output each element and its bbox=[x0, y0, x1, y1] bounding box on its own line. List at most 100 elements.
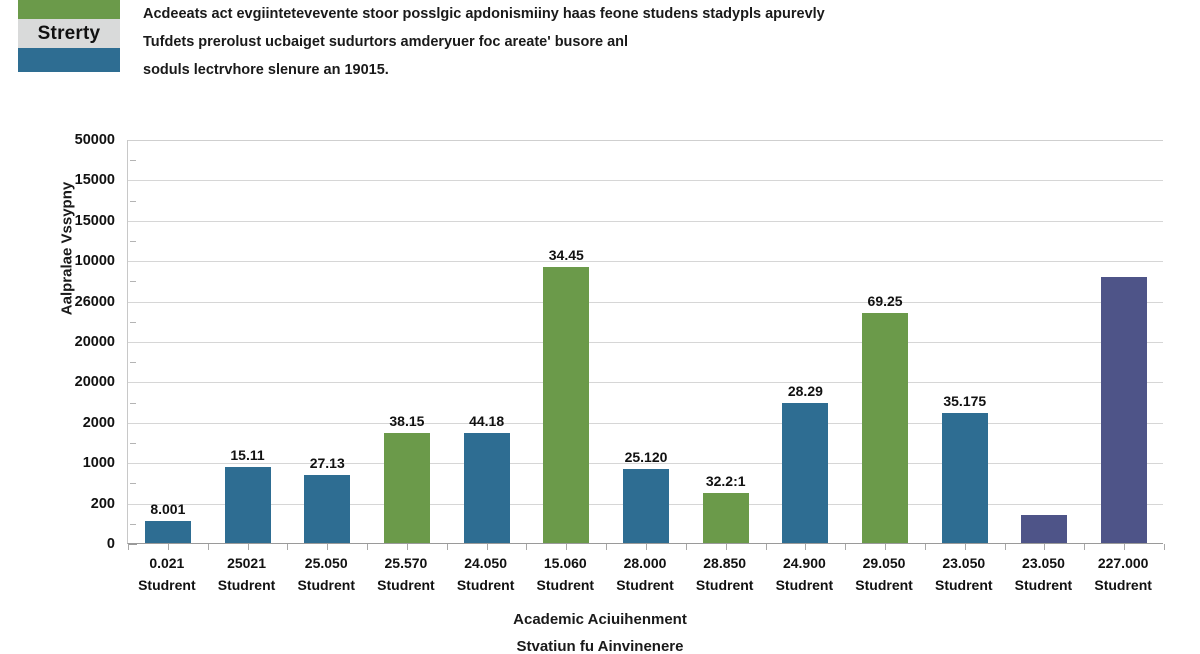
x-axis-tick-label-value: 28.850 bbox=[703, 555, 747, 571]
gridline bbox=[128, 463, 1163, 465]
y-axis-tick-label: 50000 bbox=[74, 132, 115, 148]
x-axis-tick-label-unit: Studrent bbox=[934, 577, 993, 593]
y-axis-tick-label: 10000 bbox=[74, 253, 115, 270]
x-axis-tick-labels: 0.021 Studrent 25021 Studrent 25.050 Studrent… bbox=[127, 552, 1163, 604]
x-axis-tick-mark bbox=[1004, 544, 1006, 550]
gridline bbox=[128, 180, 1163, 182]
y-axis-tick-label: 26000 bbox=[74, 293, 115, 310]
bar-value-label: 44.18 bbox=[469, 413, 505, 429]
bar[interactable] bbox=[702, 493, 749, 543]
y-axis-minor-tick-mark bbox=[130, 402, 136, 404]
y-axis-tick-label: 2000 bbox=[82, 414, 115, 431]
x-axis-tick-mark bbox=[207, 544, 209, 550]
x-axis-tick-label-value: 24.050 bbox=[464, 555, 508, 571]
bar[interactable] bbox=[782, 403, 829, 543]
legend-label-text: Strerty bbox=[37, 22, 101, 44]
x-axis-tick-mark bbox=[327, 544, 329, 550]
gridline bbox=[128, 422, 1163, 424]
x-axis-tick-label-value: 29.050 bbox=[862, 555, 906, 571]
x-axis-tick-label: 0.021 Studrent bbox=[138, 552, 196, 596]
legend-color-key: Strerty bbox=[18, 0, 120, 72]
x-axis-tick-label-unit: Studrent bbox=[695, 577, 754, 593]
x-axis-tick-label-unit: Studrent bbox=[616, 577, 674, 593]
x-axis-tick-label-value: 0.021 bbox=[149, 555, 185, 571]
y-axis-tick-label: 0 bbox=[106, 536, 115, 552]
y-axis-minor-tick-mark bbox=[130, 483, 136, 485]
bar-value-label: 34.45 bbox=[548, 247, 584, 263]
x-axis-tick-label-unit: Studrent bbox=[775, 577, 834, 593]
x-axis-tick-label: 25021 Studrent bbox=[218, 552, 276, 596]
x-axis-tick-label-value: 24.900 bbox=[782, 555, 826, 571]
header-line-3: soduls lectrvhore slenure an 19015. bbox=[143, 62, 389, 78]
legend-band-green bbox=[18, 0, 120, 19]
bar-value-label: 38.15 bbox=[389, 413, 425, 429]
x-axis-tick-label: 28.000 Studrent bbox=[616, 552, 674, 596]
y-axis-minor-tick-mark bbox=[130, 443, 136, 444]
y-axis-tick-label: 15000 bbox=[74, 172, 115, 189]
x-axis-tick-mark bbox=[367, 544, 369, 550]
y-axis-tick-label: 20000 bbox=[74, 374, 115, 391]
x-axis-tick-mark bbox=[287, 544, 289, 550]
x-axis-title-line-2: Stvatiun fu Ainvinenere bbox=[516, 638, 684, 654]
bar-value-label: 28.29 bbox=[787, 383, 823, 399]
y-axis-minor-tick-mark bbox=[130, 362, 136, 364]
x-axis-tick-mark bbox=[765, 544, 767, 550]
bar[interactable] bbox=[224, 467, 271, 543]
bar[interactable] bbox=[383, 433, 430, 543]
x-axis-title-line-1: Academic Aciuihenment bbox=[513, 611, 687, 628]
x-axis-tick-mark bbox=[1164, 544, 1165, 550]
x-axis-tick-label-value: 23.050 bbox=[1022, 555, 1065, 571]
gridline bbox=[128, 342, 1163, 343]
bar[interactable] bbox=[623, 469, 669, 543]
x-axis-tick-label-unit: Studrent bbox=[536, 577, 595, 593]
y-axis-tick-mark bbox=[128, 544, 137, 545]
y-axis-tick-label: 1000 bbox=[82, 455, 115, 472]
legend-band-label: Strerty bbox=[18, 19, 120, 48]
x-axis-tick-mark bbox=[526, 544, 528, 550]
x-axis-tick-label: 29.050 Studrent bbox=[855, 552, 913, 596]
x-axis-tick-mark bbox=[446, 544, 448, 550]
header-description: Acdeeats act evgiintetevevente stoor pos… bbox=[143, 0, 1183, 84]
legend-band-blue bbox=[18, 48, 120, 72]
y-axis-minor-tick-mark bbox=[130, 200, 136, 202]
x-axis-tick-label-unit: Studrent bbox=[138, 577, 196, 593]
bar[interactable] bbox=[304, 475, 351, 543]
x-axis-tick-label-unit: Studrent bbox=[217, 577, 276, 593]
x-axis-tick-label-value: 15.060 bbox=[543, 555, 587, 571]
x-axis-tick-mark bbox=[885, 544, 887, 550]
gridline bbox=[128, 301, 1163, 303]
y-axis-minor-tick-mark bbox=[130, 160, 136, 162]
bar[interactable] bbox=[862, 313, 909, 543]
gridline bbox=[128, 140, 1163, 141]
gridline bbox=[128, 382, 1163, 384]
bar[interactable] bbox=[463, 433, 510, 543]
x-axis-tick-label-unit: Studrent bbox=[456, 577, 515, 593]
header-line-2: Tufdets prerolust ucbaiget sudurtors amd… bbox=[143, 34, 629, 50]
x-axis-tick-label-value: 25.050 bbox=[304, 555, 348, 571]
x-axis-tick-mark bbox=[1124, 544, 1126, 550]
x-axis-tick-mark bbox=[406, 544, 408, 550]
y-axis-tick-label: 15000 bbox=[74, 212, 115, 229]
x-axis-tick-mark bbox=[725, 544, 727, 550]
x-axis-title: Academic Aciuihenment Stvatiun fu Ainvin… bbox=[0, 606, 1200, 654]
y-axis-tick-label: 200 bbox=[90, 495, 115, 512]
plot-area: 8.001 15.11 27.13 38.15 44.18 34.45 25.120 32.2… bbox=[127, 140, 1165, 550]
x-axis-tick-mark bbox=[685, 544, 687, 550]
bar[interactable] bbox=[543, 267, 590, 543]
gridline bbox=[128, 220, 1163, 222]
x-axis-tick-label: 15.060 Studrent bbox=[537, 552, 595, 596]
bar-value-label: 32.2:1 bbox=[705, 473, 746, 489]
x-axis-tick-mark bbox=[247, 544, 249, 550]
x-axis-tick-mark bbox=[646, 544, 647, 550]
bar[interactable] bbox=[941, 413, 988, 543]
x-axis-tick-label: 25.570 Studrent bbox=[377, 552, 435, 596]
x-axis-tick-label-value: 25.570 bbox=[384, 555, 428, 571]
bar[interactable] bbox=[1021, 515, 1068, 543]
x-axis-tick-mark bbox=[128, 544, 129, 550]
bar[interactable] bbox=[144, 521, 191, 543]
bar-value-label: 27.13 bbox=[309, 455, 345, 471]
y-axis-tick-label: 20000 bbox=[74, 334, 115, 350]
bar[interactable] bbox=[1101, 277, 1148, 543]
x-axis-tick-label-unit: Studrent bbox=[297, 577, 355, 593]
